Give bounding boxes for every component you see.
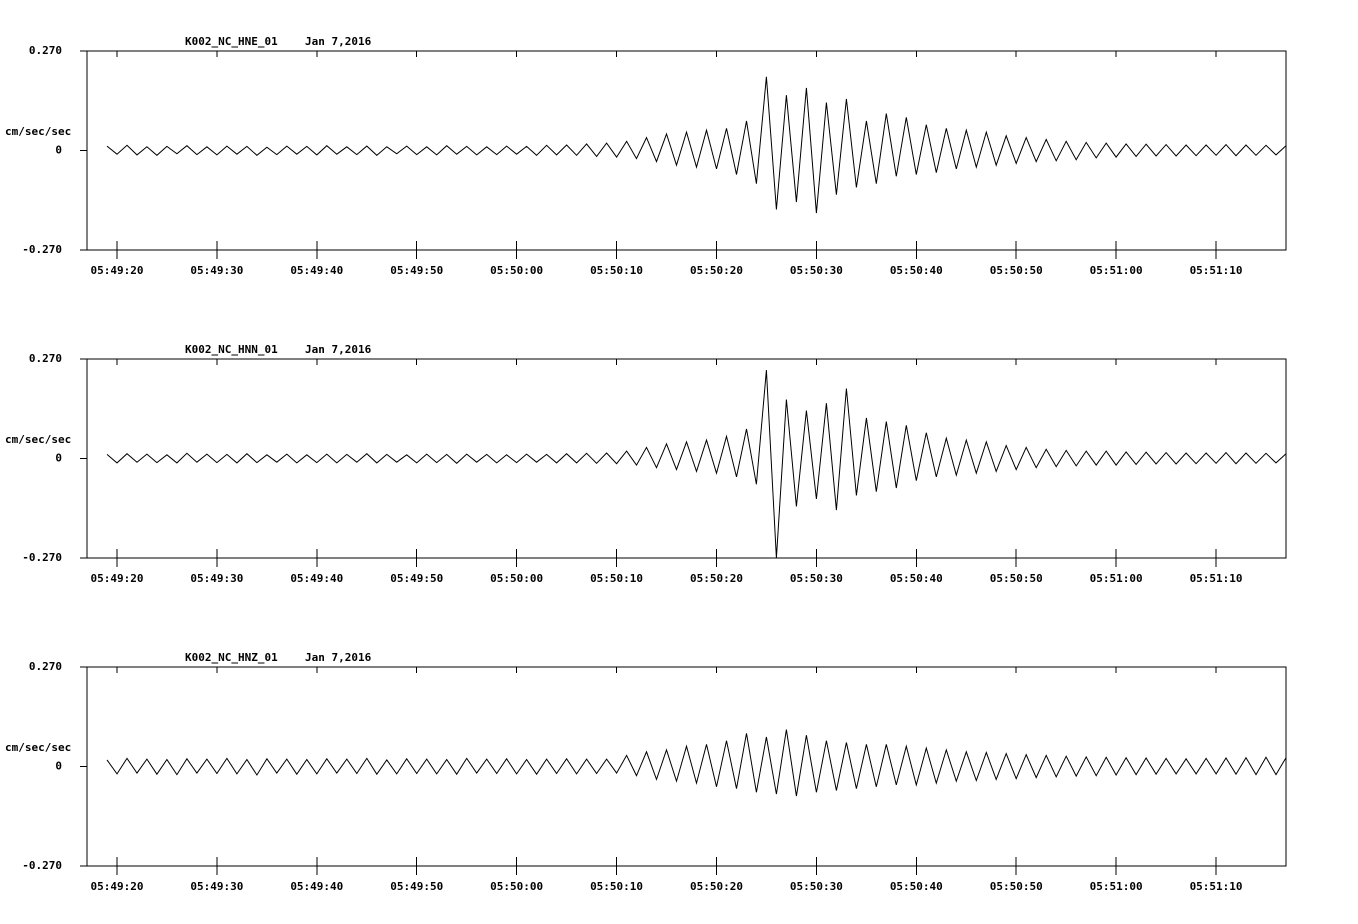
x-tick-label: 05:51:10 bbox=[1190, 572, 1243, 585]
y-tick-label: 0.270 bbox=[29, 660, 62, 673]
y-tick-label: 0 bbox=[55, 144, 62, 157]
x-tick-label: 05:49:20 bbox=[90, 572, 143, 585]
y-tick-label: -0.270 bbox=[22, 859, 62, 872]
y-axis-label: cm/sec/sec bbox=[5, 433, 71, 446]
y-tick-label: 0.270 bbox=[29, 44, 62, 57]
x-tick-label: 05:50:20 bbox=[690, 880, 743, 893]
x-tick-label: 05:50:40 bbox=[890, 880, 943, 893]
waveform bbox=[106, 370, 1287, 559]
x-tick-label: 05:49:50 bbox=[390, 880, 443, 893]
plot-frame bbox=[86, 666, 1287, 867]
x-tick-label: 05:51:00 bbox=[1090, 572, 1143, 585]
x-tick-label: 05:50:10 bbox=[590, 572, 643, 585]
x-tick-label: 05:50:30 bbox=[790, 880, 843, 893]
x-tick-label: 05:50:50 bbox=[990, 572, 1043, 585]
x-tick-label: 05:51:10 bbox=[1190, 880, 1243, 893]
channel-title: K002_NC_HNE_01 bbox=[185, 35, 278, 48]
date-label: Jan 7,2016 bbox=[305, 35, 372, 48]
x-tick-label: 05:49:40 bbox=[290, 572, 343, 585]
plot-frame bbox=[86, 358, 1287, 559]
x-tick-label: 05:50:40 bbox=[890, 264, 943, 277]
seismogram-panel: K002_NC_HNE_01 Jan 7,2016 cm/sec/sec 0.270 0… bbox=[5, 35, 1287, 277]
x-tick-label: 05:50:10 bbox=[590, 264, 643, 277]
x-tick-label: 05:49:50 bbox=[390, 572, 443, 585]
x-tick-label: 05:49:30 bbox=[190, 880, 243, 893]
y-tick-label: 0.270 bbox=[29, 352, 62, 365]
x-tick-label: 05:49:40 bbox=[290, 264, 343, 277]
x-tick-label: 05:50:40 bbox=[890, 572, 943, 585]
y-tick-label: -0.270 bbox=[22, 551, 62, 564]
channel-title: K002_NC_HNZ_01 bbox=[185, 651, 278, 664]
x-tick-label: 05:49:30 bbox=[190, 572, 243, 585]
x-tick-label: 05:49:40 bbox=[290, 880, 343, 893]
x-tick-label: 05:49:20 bbox=[90, 880, 143, 893]
x-tick-label: 05:51:00 bbox=[1090, 264, 1143, 277]
x-tick-label: 05:49:30 bbox=[190, 264, 243, 277]
channel-title: K002_NC_HNN_01 bbox=[185, 343, 278, 356]
x-tick-label: 05:50:10 bbox=[590, 880, 643, 893]
y-axis-label: cm/sec/sec bbox=[5, 125, 71, 138]
y-tick-label: 0 bbox=[55, 760, 62, 773]
x-tick-label: 05:50:30 bbox=[790, 572, 843, 585]
plot-frame bbox=[86, 50, 1287, 251]
waveform bbox=[106, 76, 1287, 214]
y-tick-label: 0 bbox=[55, 452, 62, 465]
x-tick-label: 05:51:00 bbox=[1090, 880, 1143, 893]
x-tick-label: 05:50:00 bbox=[490, 264, 543, 277]
y-axis-label: cm/sec/sec bbox=[5, 741, 71, 754]
x-tick-label: 05:50:20 bbox=[690, 572, 743, 585]
date-label: Jan 7,2016 bbox=[305, 651, 372, 664]
x-tick-label: 05:50:50 bbox=[990, 264, 1043, 277]
x-tick-label: 05:50:00 bbox=[490, 880, 543, 893]
waveform bbox=[106, 729, 1287, 797]
x-tick-label: 05:50:50 bbox=[990, 880, 1043, 893]
x-tick-label: 05:49:20 bbox=[90, 264, 143, 277]
seismogram-panel: K002_NC_HNZ_01 Jan 7,2016 cm/sec/sec 0.270 0… bbox=[5, 651, 1287, 893]
y-tick-label: -0.270 bbox=[22, 243, 62, 256]
date-label: Jan 7,2016 bbox=[305, 343, 372, 356]
x-tick-label: 05:49:50 bbox=[390, 264, 443, 277]
x-tick-label: 05:50:30 bbox=[790, 264, 843, 277]
x-tick-label: 05:51:10 bbox=[1190, 264, 1243, 277]
x-tick-label: 05:50:20 bbox=[690, 264, 743, 277]
x-tick-label: 05:50:00 bbox=[490, 572, 543, 585]
seismogram-panel: K002_NC_HNN_01 Jan 7,2016 cm/sec/sec 0.270 0… bbox=[5, 343, 1287, 585]
